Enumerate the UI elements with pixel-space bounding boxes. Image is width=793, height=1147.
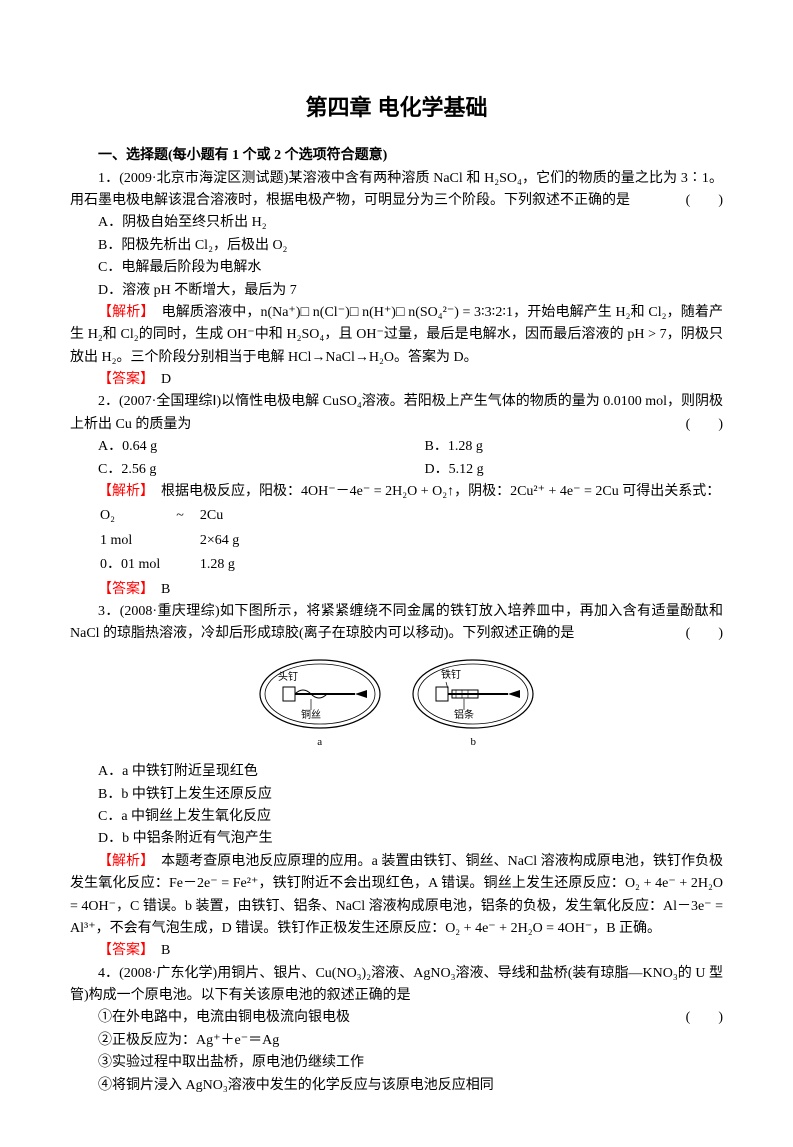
dish-a: 头钉 铜丝 a xyxy=(255,654,385,752)
page-title: 第四章 电化学基础 xyxy=(70,90,723,125)
q1-optD: D．溶液 pH 不断增大，最后为 7 xyxy=(70,280,723,302)
q2-optC: C．2.56 g xyxy=(70,459,397,481)
q4-s3: ③实验过程中取出盐桥，原电池仍继续工作 xyxy=(70,1052,723,1074)
q4-paren: ( ) xyxy=(686,1007,723,1029)
q3-paren: ( ) xyxy=(658,623,723,645)
q2-relation-table: O₂~2Cu 1 mol 2×64 g 0．01 mol 1.28 g xyxy=(98,503,255,578)
q2-optD: D．5.12 g xyxy=(397,459,724,481)
analysis-label-3: 【解析】 xyxy=(98,854,147,869)
dish-a-label: a xyxy=(255,734,385,752)
q4-s2: ②正极反应为：Ag⁺＋e⁻＝Ag xyxy=(70,1030,723,1052)
q1-analysis-text: 电解质溶液中，n(Na⁺)□ n(Cl⁻)□ n(H⁺)□ n(SO₄²⁻) =… xyxy=(70,305,723,365)
q1-paren: ( ) xyxy=(658,190,723,212)
q1-answer: 【答案】 D xyxy=(70,369,723,391)
dish-b-label: b xyxy=(408,734,538,752)
section-heading: 一、选择题(每小题有 1 个或 2 个选项符合题意) xyxy=(70,145,723,167)
q1-stem: 1．(2009·北京市海淀区测试题)某溶液中含有两种溶质 NaCl 和 H₂SO… xyxy=(70,168,723,213)
q3-figure: 头钉 铜丝 a 铁钉 xyxy=(70,654,723,753)
rel-h2: 2Cu xyxy=(200,505,253,527)
answer-label-2: 【答案】 xyxy=(98,582,147,597)
q1-optA: A．阴极自始至终只析出 H₂ xyxy=(70,212,723,234)
dish-b-bot: 铝条 xyxy=(454,708,474,721)
q3-stem-text: 3．(2008·重庆理综)如下图所示，将紧紧缠绕不同金属的铁钉放入培养皿中，再加… xyxy=(70,604,723,641)
q3-optB: B．b 中铁钉上发生还原反应 xyxy=(70,784,723,806)
q3-optD: D．b 中铝条附近有气泡产生 xyxy=(70,828,723,850)
dish-b-top: 铁钉 xyxy=(441,668,461,681)
rel-h1: O₂ xyxy=(100,505,174,527)
rel-r2-2: 1.28 g xyxy=(200,554,253,576)
q2-optA: A．0.64 g xyxy=(70,436,397,458)
q2-answer: 【答案】 B xyxy=(70,579,723,601)
q3-answer: 【答案】 B xyxy=(70,940,723,962)
rel-tilde: ~ xyxy=(176,505,198,527)
q3-analysis: 【解析】 本题考查原电池反应原理的应用。a 装置由铁钉、铜丝、NaCl 溶液构成… xyxy=(70,851,723,941)
q1-stem-text: 1．(2009·北京市海淀区测试题)某溶液中含有两种溶质 NaCl 和 H₂SO… xyxy=(70,171,723,208)
q4-stem: 4．(2008·广东化学)用铜片、银片、Cu(NO₃)₂溶液、AgNO₃溶液、导… xyxy=(70,963,723,1008)
rel-r1-2: 2×64 g xyxy=(200,530,253,552)
q3-answer-text: B xyxy=(147,943,170,958)
q2-optB: B．1.28 g xyxy=(397,436,724,458)
rel-r2-1: 0．01 mol xyxy=(100,554,174,576)
analysis-label: 【解析】 xyxy=(98,305,147,320)
answer-label-3: 【答案】 xyxy=(98,943,147,958)
rel-r1-1: 1 mol xyxy=(100,530,174,552)
q2-stem-text: 2．(2007·全国理综Ⅰ)以惰性电极电解 CuSO₄溶液。若阳极上产生气体的物… xyxy=(70,394,723,431)
dish-a-top: 头钉 xyxy=(278,671,298,683)
q4-s4: ④将铜片浸入 AgNO₃溶液中发生的化学反应与该原电池反应相同 xyxy=(70,1075,723,1097)
q2-analysis: 【解析】 根据电极反应，阳极：4OH⁻－4e⁻ = 2H₂O + O₂↑，阴极：… xyxy=(70,481,723,503)
q2-paren: ( ) xyxy=(658,414,723,436)
answer-label: 【答案】 xyxy=(98,372,147,387)
q4-s1: ①在外电路中，电流由铜电极流向银电极 xyxy=(70,1007,723,1029)
q2-answer-text: B xyxy=(147,582,170,597)
q2-analysis-text: 根据电极反应，阳极：4OH⁻－4e⁻ = 2H₂O + O₂↑，阴极：2Cu²⁺… xyxy=(147,484,720,499)
q3-optA: A．a 中铁钉附近呈现红色 xyxy=(70,761,723,783)
q3-analysis-text: 本题考查原电池反应原理的应用。a 装置由铁钉、铜丝、NaCl 溶液构成原电池，铁… xyxy=(70,854,723,936)
dish-b: 铁钉 铝条 b xyxy=(408,654,538,752)
q1-analysis: 【解析】 电解质溶液中，n(Na⁺)□ n(Cl⁻)□ n(H⁺)□ n(SO₄… xyxy=(70,302,723,369)
q4-stem-text: 4．(2008·广东化学)用铜片、银片、Cu(NO₃)₂溶液、AgNO₃溶液、导… xyxy=(70,966,723,1003)
dish-a-bot: 铜丝 xyxy=(301,709,321,721)
q3-stem: 3．(2008·重庆理综)如下图所示，将紧紧缠绕不同金属的铁钉放入培养皿中，再加… xyxy=(70,601,723,646)
q2-stem: 2．(2007·全国理综Ⅰ)以惰性电极电解 CuSO₄溶液。若阳极上产生气体的物… xyxy=(70,391,723,436)
q1-optC: C．电解最后阶段为电解水 xyxy=(70,257,723,279)
q1-optB: B．阳极先析出 Cl₂，后极出 O₂ xyxy=(70,235,723,257)
analysis-label-2: 【解析】 xyxy=(98,484,147,499)
q1-answer-text: D xyxy=(147,372,171,387)
q3-optC: C．a 中铜丝上发生氧化反应 xyxy=(70,806,723,828)
